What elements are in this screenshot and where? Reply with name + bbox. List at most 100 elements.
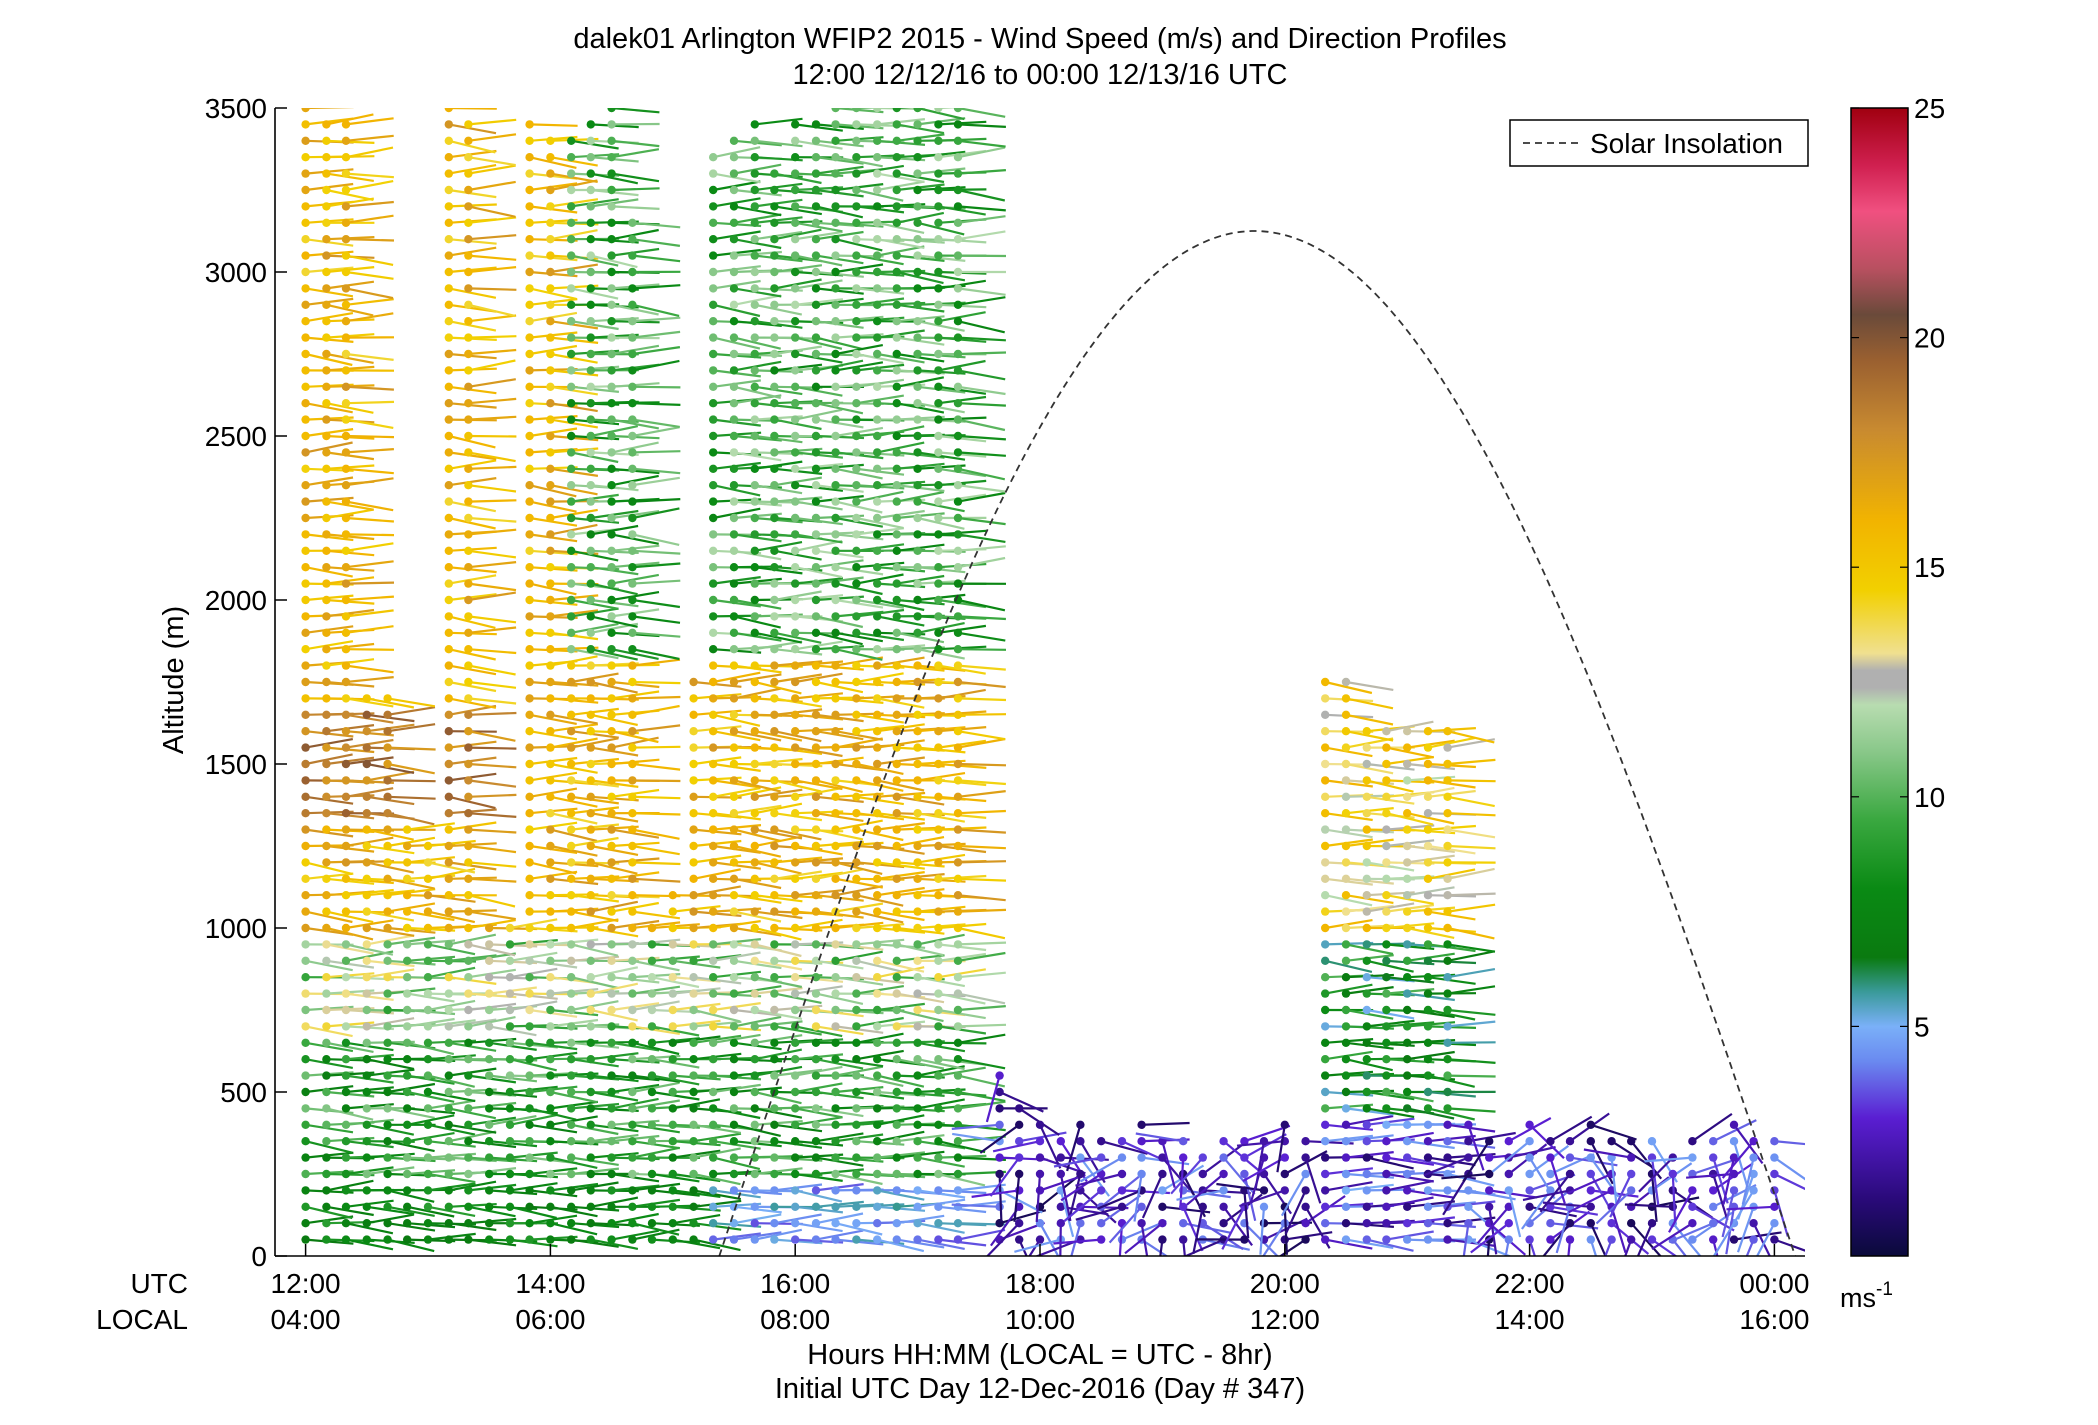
wind-point	[301, 874, 310, 883]
wind-point	[301, 759, 310, 769]
wind-point	[852, 759, 861, 769]
wind-point	[1362, 1186, 1372, 1195]
wind-point	[852, 464, 861, 473]
wind-point	[322, 563, 331, 572]
wind-point	[831, 989, 840, 998]
wind-point	[567, 448, 576, 457]
wind-point	[934, 153, 943, 162]
wind-point	[873, 956, 882, 965]
wind-barb	[632, 1000, 680, 1012]
wind-point	[1362, 1022, 1372, 1031]
wind-point	[831, 1202, 840, 1212]
wind-point	[1443, 923, 1452, 933]
wind-point	[525, 235, 534, 244]
wind-barb	[305, 402, 353, 414]
wind-point	[873, 579, 882, 588]
wind-point	[1014, 1104, 1024, 1113]
wind-point	[546, 1104, 555, 1113]
wind-barb	[815, 756, 864, 766]
wind-point	[525, 989, 534, 998]
wind-point	[464, 497, 473, 506]
wind-point	[913, 727, 922, 736]
wind-barb	[427, 1182, 476, 1192]
wind-point	[341, 1235, 351, 1244]
wind-point	[628, 1202, 637, 1212]
wind-point	[708, 1071, 718, 1080]
wind-barb	[896, 172, 945, 184]
wind-point	[791, 366, 800, 375]
wind-barb	[938, 188, 987, 192]
wind-point	[852, 399, 861, 408]
wind-point	[953, 185, 963, 195]
wind-point	[628, 1087, 637, 1097]
wind-barb	[1427, 1025, 1477, 1029]
wind-barb	[345, 943, 394, 956]
wind-point	[892, 284, 901, 293]
wind-point	[729, 727, 739, 736]
wind-point	[628, 1022, 637, 1031]
wind-barb	[366, 828, 414, 841]
wind-point	[485, 1055, 494, 1064]
wind-point	[934, 1104, 943, 1113]
wind-point	[1382, 809, 1391, 818]
wind-point	[791, 1005, 800, 1015]
wind-point	[567, 1022, 576, 1031]
wind-barb	[1488, 1206, 1498, 1255]
wind-barb	[387, 1082, 436, 1094]
wind-barb	[448, 434, 496, 449]
wind-point	[1320, 1120, 1330, 1130]
wind-point	[464, 1022, 473, 1031]
wind-point	[689, 1219, 698, 1228]
wind-barb	[1504, 1239, 1510, 1256]
wind-barb	[1447, 812, 1496, 817]
wind-point	[770, 415, 779, 424]
wind-point	[1362, 1153, 1372, 1162]
wind-barb	[488, 1025, 537, 1037]
wind-point	[546, 1005, 555, 1015]
wind-point	[750, 431, 760, 441]
wind-point	[873, 759, 882, 769]
wind-barb	[856, 467, 905, 476]
wind-point	[322, 497, 331, 506]
wind-point	[444, 169, 454, 178]
wind-barb	[917, 622, 965, 634]
wind-point	[525, 1005, 534, 1015]
wind-barb	[917, 933, 965, 946]
wind-point	[1320, 1038, 1330, 1048]
wind-barb	[632, 476, 680, 487]
wind-barb	[448, 664, 497, 676]
wind-point	[1219, 1219, 1228, 1228]
wind-barb	[917, 1156, 965, 1168]
wind-point	[1403, 776, 1412, 785]
wind-barb	[550, 467, 599, 477]
wind-point	[811, 809, 821, 818]
wind-point	[586, 645, 595, 654]
wind-point	[811, 530, 821, 539]
wind-barb	[1075, 1172, 1123, 1187]
wind-barb	[448, 402, 497, 409]
wind-point	[1320, 1055, 1330, 1064]
wind-barb	[611, 441, 659, 454]
wind-point	[567, 169, 576, 178]
wind-point	[628, 874, 637, 883]
wind-barb	[1741, 1157, 1755, 1205]
wind-barb	[957, 491, 1006, 503]
wind-point	[770, 284, 779, 293]
wind-point	[423, 1137, 433, 1146]
wind-point	[586, 185, 595, 195]
wind-barb	[979, 1123, 1020, 1154]
wind-point	[873, 891, 882, 900]
wind-point	[934, 382, 943, 391]
wind-barb	[795, 871, 843, 880]
wind-point	[586, 1169, 595, 1179]
wind-point	[567, 481, 576, 490]
wind-barb	[1324, 680, 1373, 695]
wind-barb	[896, 1214, 945, 1225]
wind-point	[811, 546, 821, 555]
wind-point	[567, 743, 576, 752]
wind-barb	[529, 182, 578, 192]
wind-point	[322, 136, 331, 145]
wind-point	[1382, 1120, 1391, 1130]
wind-point	[729, 661, 739, 670]
wind-barb	[611, 108, 660, 114]
